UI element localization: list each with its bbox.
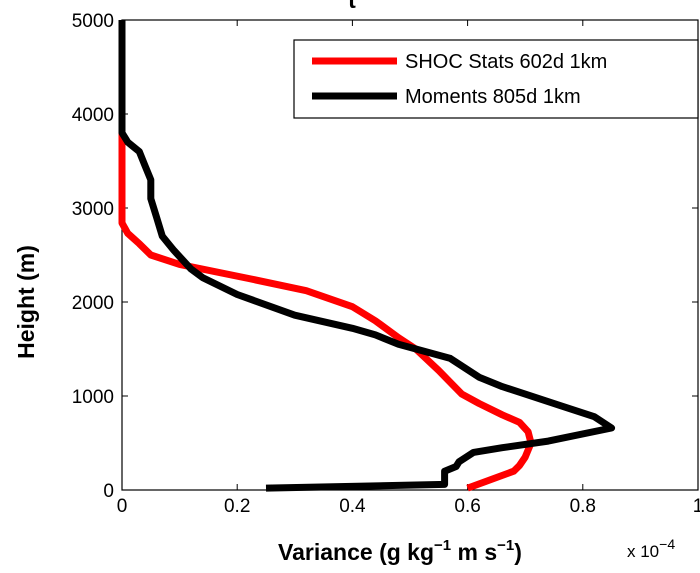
y-tick-label: 4000: [72, 105, 114, 126]
x-tick-label: 0.6: [454, 496, 480, 517]
y-tick-label: 2000: [72, 293, 114, 314]
y-tick-label: 1000: [72, 387, 114, 408]
series-lines: [118, 20, 616, 492]
x-axis-label-mid: m s: [451, 539, 497, 565]
legend-label-shoc: SHOC Stats 602d 1km: [405, 51, 607, 73]
x-tick-label: 0.4: [339, 496, 366, 517]
series-line-moments: [118, 20, 616, 492]
x-axis-multiplier: x 10−4: [627, 536, 675, 561]
x-tick-label: 0.8: [570, 496, 596, 517]
x-multiplier-exponent: −4: [659, 536, 675, 552]
y-tick-label: 0: [103, 481, 114, 502]
y-tick-label: 5000: [72, 11, 114, 32]
chart-title: t: [348, 0, 356, 13]
x-multiplier-base: x 10: [627, 542, 659, 561]
y-axis-label: Height (m): [13, 245, 39, 359]
x-tick-label: 0: [117, 496, 128, 517]
axis-ticks: 0 0.2 0.4 0.6 0.8 1 0 1000 2000 3000 4000 5000: [72, 11, 700, 517]
x-axis-label: Variance (g kg−1 m s−1): [278, 537, 522, 565]
legend-box: [293, 39, 699, 119]
x-axis-label-sup2: −1: [497, 537, 514, 554]
x-axis-label-main: Variance (g kg: [278, 539, 434, 565]
x-tick-label: 0.2: [224, 496, 250, 517]
legend: SHOC Stats 602d 1km Moments 805d 1km: [293, 39, 699, 119]
y-tick-label: 3000: [72, 199, 114, 220]
x-tick-label: 1: [693, 496, 700, 517]
legend-label-moments: Moments 805d 1km: [405, 86, 581, 108]
x-axis-label-end: ): [514, 539, 522, 565]
x-axis-label-sup1: −1: [434, 537, 451, 554]
